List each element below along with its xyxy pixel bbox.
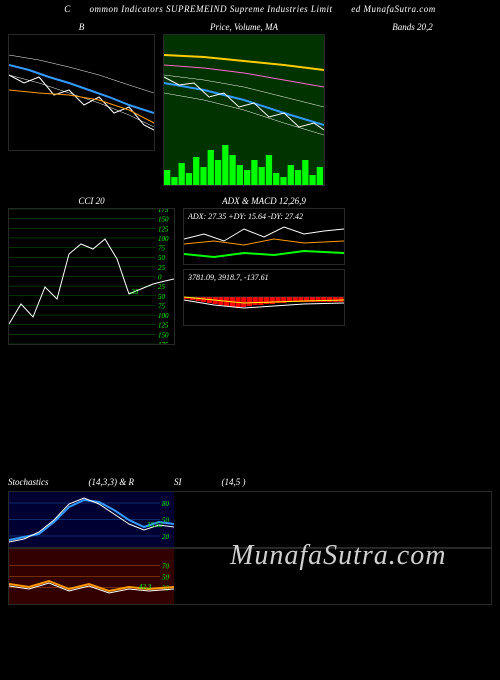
adx-macd-panel: ADX & MACD 12,26,9 ADX: 27.35 +DY: 15.64… [183,196,345,326]
stoch-title-3: (14,5 ) [222,477,246,487]
svg-text:ADX: 27.35 +DY: 15.64 -DY: 27: ADX: 27.35 +DY: 15.64 -DY: 27.42 [187,212,303,221]
bands-left-title: B [8,22,155,32]
svg-text:35.52: 35.52 [146,521,163,529]
svg-text:75: 75 [158,245,166,253]
svg-text:-35: -35 [129,288,139,296]
header-left: C [64,4,71,14]
bands-mid-chart [163,34,325,186]
cci-title: CCI 20 [8,196,175,206]
stoch-title-2: (14,3,3) & R [89,477,135,487]
svg-text:42.3: 42.3 [139,583,152,591]
rsi-chart: 70503042.3 [8,548,492,605]
bands-right-label-panel: Bands 20,2 [333,22,492,186]
svg-text:50: 50 [158,254,166,262]
macd-chart: 3781.09, 3918.7, -137.61 [183,269,345,326]
bands-mid-panel: Price, Volume, MA [163,22,325,186]
bands-right-title: Bands 20,2 [333,22,492,32]
svg-text:125: 125 [158,225,169,233]
cci-chart: 1751501251007550250255075100125150175-35 [8,208,175,345]
svg-text:150: 150 [158,331,169,339]
svg-text:175: 175 [158,341,169,344]
svg-text:175: 175 [158,209,169,214]
bands-left-chart [8,34,155,151]
page-header: C ommon Indicators SUPREMEIND Supreme In… [0,0,500,18]
svg-text:70: 70 [162,563,170,571]
svg-text:100: 100 [158,235,169,243]
svg-text:100: 100 [158,312,169,320]
svg-text:20: 20 [162,533,170,541]
stoch-chart: 80502035.52 [8,491,492,548]
svg-text:125: 125 [158,322,169,330]
svg-text:50: 50 [162,574,170,582]
svg-text:150: 150 [158,216,169,224]
svg-text:25: 25 [158,283,166,291]
stoch-rsi-titles: Stochastics (14,3,3) & R SI (14,5 ) [0,475,500,489]
adx-macd-title: ADX & MACD 12,26,9 [183,196,345,206]
stoch-title-1: Stochastics [8,477,49,487]
svg-text:80: 80 [162,500,170,508]
svg-text:0: 0 [158,274,162,282]
svg-text:75: 75 [158,302,166,310]
adx-chart: ADX: 27.35 +DY: 15.64 -DY: 27.42 [183,208,345,265]
svg-text:3781.09, 3918.7, -137.61: 3781.09, 3918.7, -137.61 [187,273,269,282]
stoch-title-si: SI [174,477,182,487]
bands-mid-title: Price, Volume, MA [163,22,325,32]
svg-text:50: 50 [158,293,166,301]
svg-text:25: 25 [158,264,166,272]
bands-left-panel: B [8,22,155,186]
cci-panel: CCI 20 175150125100755025025507510012515… [8,196,175,345]
header-right: ed MunafaSutra.com [351,4,436,14]
header-mid: ommon Indicators SUPREMEIND Supreme Indu… [90,4,333,14]
